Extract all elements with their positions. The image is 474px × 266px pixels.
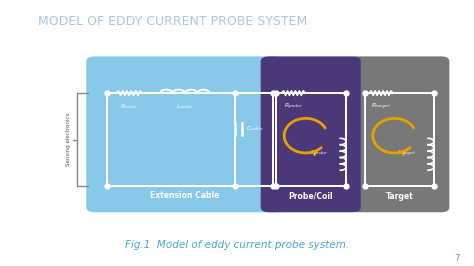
Text: Probe/Coil: Probe/Coil bbox=[288, 192, 333, 201]
Text: $L_{probe}$: $L_{probe}$ bbox=[310, 149, 328, 159]
Text: Target: Target bbox=[385, 192, 413, 201]
Text: $R_{target}$: $R_{target}$ bbox=[371, 101, 391, 112]
Text: $L_{cable}$: $L_{cable}$ bbox=[176, 102, 193, 111]
Text: 7: 7 bbox=[455, 254, 460, 263]
FancyBboxPatch shape bbox=[349, 56, 449, 212]
Text: $C_{cable}$: $C_{cable}$ bbox=[246, 124, 264, 134]
Text: $L_{target}$: $L_{target}$ bbox=[397, 149, 416, 159]
FancyBboxPatch shape bbox=[261, 56, 361, 212]
Text: $R_{probe}$: $R_{probe}$ bbox=[284, 101, 303, 112]
Text: Fig.1  Model of eddy current probe system.: Fig.1 Model of eddy current probe system… bbox=[125, 240, 349, 250]
Text: Sensing electronics: Sensing electronics bbox=[66, 113, 71, 166]
Text: MODEL OF EDDY CURRENT PROBE SYSTEM: MODEL OF EDDY CURRENT PROBE SYSTEM bbox=[38, 15, 307, 28]
Text: Extension Cable: Extension Cable bbox=[150, 191, 219, 200]
FancyBboxPatch shape bbox=[86, 56, 283, 212]
Text: $R_{cable}$: $R_{cable}$ bbox=[120, 102, 138, 111]
